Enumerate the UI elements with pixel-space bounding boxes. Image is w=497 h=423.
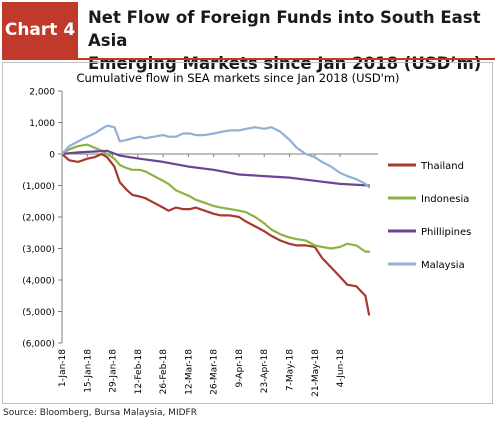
y-tick-label: 0 bbox=[49, 151, 55, 161]
x-tick-label: 12-Feb-18 bbox=[134, 349, 144, 395]
x-tick-label: 1-Jan-18 bbox=[58, 349, 68, 387]
title-line-1: Net Flow of Foreign Funds into South Eas… bbox=[88, 8, 481, 50]
y-tick-label: 1,000 bbox=[29, 119, 55, 129]
x-tick-label: 23-Apr-18 bbox=[260, 349, 270, 393]
series-line-phillipines bbox=[60, 149, 371, 187]
x-tick-label: 4-Jun-18 bbox=[336, 349, 346, 388]
y-tick-label: (2,000) bbox=[22, 214, 55, 224]
header-divider bbox=[2, 58, 495, 60]
x-tick-label: 26-Mar-18 bbox=[210, 349, 220, 395]
x-tick-label: 9-Apr-18 bbox=[235, 349, 245, 388]
y-tick-label: (5,000) bbox=[22, 308, 55, 318]
y-tick-label: (1,000) bbox=[22, 182, 55, 192]
series-line-indonesia bbox=[60, 143, 371, 253]
source-note: Source: Bloomberg, Bursa Malaysia, MIDFR bbox=[3, 408, 197, 418]
legend-label-indonesia: Indonesia bbox=[421, 194, 469, 205]
chart-number-badge: Chart 4 bbox=[2, 2, 78, 58]
legend-label-malaysia: Malaysia bbox=[421, 260, 465, 271]
x-tick-label: 21-May-18 bbox=[311, 349, 321, 397]
series-line-malaysia bbox=[60, 124, 371, 189]
chart-frame bbox=[2, 62, 493, 404]
x-tick-label: 7-May-18 bbox=[286, 349, 296, 391]
chart-title: Cumulative flow in SEA markets since Jan… bbox=[76, 71, 399, 85]
y-tick-label: (4,000) bbox=[22, 277, 55, 287]
x-tick-label: 29-Jan-18 bbox=[109, 349, 119, 393]
series-line-thailand bbox=[60, 152, 371, 316]
legend-label-thailand: Thailand bbox=[420, 161, 464, 172]
y-tick-label: 2,000 bbox=[29, 88, 55, 98]
y-tick-label: (6,000) bbox=[22, 340, 55, 350]
x-tick-label: 12-Mar-18 bbox=[184, 349, 194, 395]
legend-label-phillipines: Phillipines bbox=[421, 227, 471, 238]
x-tick-label: 15-Jan-18 bbox=[83, 349, 93, 393]
x-tick-label: 26-Feb-18 bbox=[159, 349, 169, 395]
y-tick-label: (3,000) bbox=[22, 245, 55, 255]
